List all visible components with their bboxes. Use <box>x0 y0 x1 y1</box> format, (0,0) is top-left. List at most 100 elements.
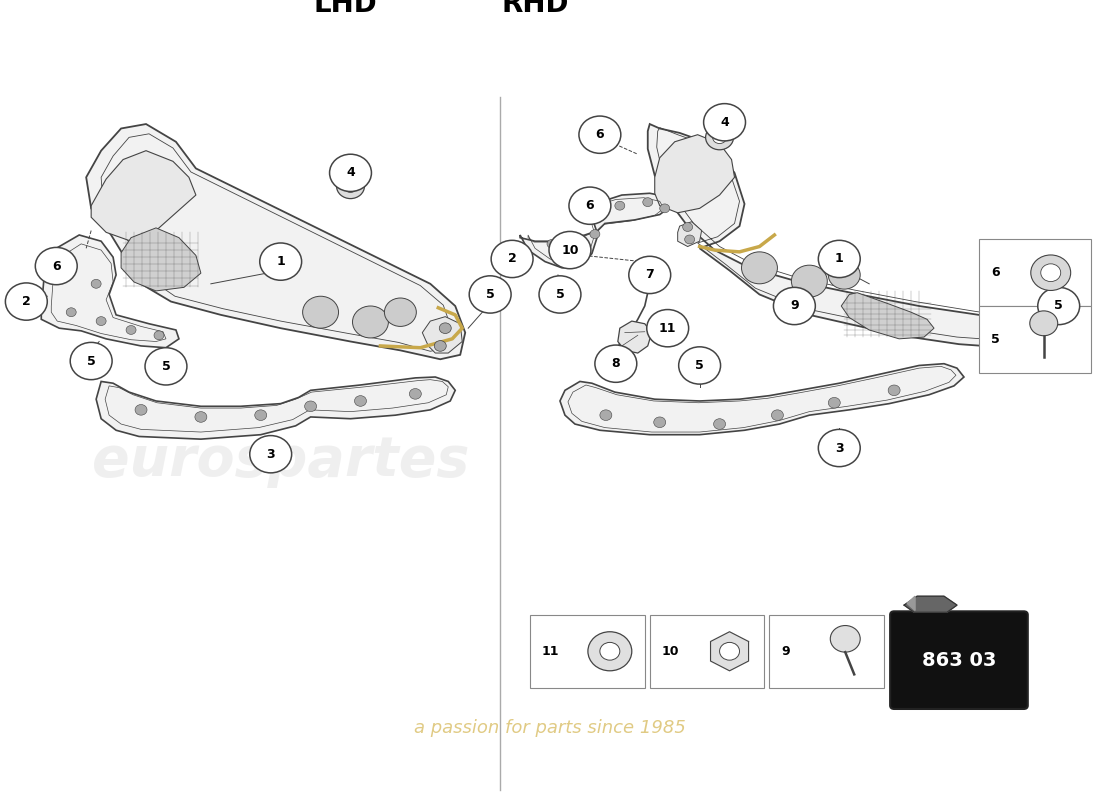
Circle shape <box>660 204 670 213</box>
Text: 2: 2 <box>22 295 31 308</box>
Polygon shape <box>520 194 672 268</box>
Circle shape <box>539 276 581 313</box>
Circle shape <box>828 261 860 289</box>
Circle shape <box>250 435 292 473</box>
Circle shape <box>354 396 366 406</box>
Text: 6: 6 <box>585 199 594 212</box>
Circle shape <box>818 240 860 278</box>
Text: 5: 5 <box>556 288 564 301</box>
Polygon shape <box>678 222 702 246</box>
Text: 2: 2 <box>508 253 517 266</box>
Text: 11: 11 <box>659 322 676 334</box>
Polygon shape <box>904 596 957 612</box>
Polygon shape <box>648 124 1048 348</box>
Text: 5: 5 <box>1054 299 1063 313</box>
Circle shape <box>741 252 778 284</box>
FancyBboxPatch shape <box>530 615 645 688</box>
Circle shape <box>195 412 207 422</box>
FancyBboxPatch shape <box>979 239 1090 306</box>
Polygon shape <box>91 150 196 242</box>
Circle shape <box>1031 255 1070 290</box>
Circle shape <box>547 239 557 248</box>
Text: 10: 10 <box>662 645 679 658</box>
Circle shape <box>66 262 76 270</box>
Text: 5: 5 <box>486 288 495 301</box>
Text: RHD: RHD <box>502 0 569 18</box>
Circle shape <box>828 398 840 408</box>
Circle shape <box>6 283 47 320</box>
Polygon shape <box>842 293 934 339</box>
Circle shape <box>1037 287 1080 325</box>
Circle shape <box>569 187 611 224</box>
Polygon shape <box>96 377 455 439</box>
Circle shape <box>154 331 164 340</box>
Circle shape <box>587 632 631 670</box>
Polygon shape <box>86 124 465 359</box>
Text: eurospartes: eurospartes <box>92 434 470 488</box>
Circle shape <box>773 287 815 325</box>
Circle shape <box>590 230 600 238</box>
Polygon shape <box>654 134 735 213</box>
Circle shape <box>434 341 447 351</box>
Text: 5: 5 <box>991 333 1000 346</box>
Polygon shape <box>121 228 201 291</box>
Circle shape <box>683 222 693 231</box>
Text: 1: 1 <box>276 255 285 268</box>
Circle shape <box>96 317 106 326</box>
Circle shape <box>679 347 721 384</box>
Circle shape <box>600 410 612 421</box>
Text: 863 03: 863 03 <box>922 650 997 670</box>
Circle shape <box>818 430 860 466</box>
Circle shape <box>830 626 860 652</box>
Circle shape <box>1030 311 1058 336</box>
Circle shape <box>1041 264 1060 282</box>
Polygon shape <box>422 317 462 353</box>
Circle shape <box>549 231 591 269</box>
Circle shape <box>343 180 358 192</box>
Circle shape <box>704 104 746 141</box>
Text: 9: 9 <box>781 645 790 658</box>
Circle shape <box>302 296 339 328</box>
Text: 5: 5 <box>162 360 170 373</box>
Circle shape <box>337 174 364 198</box>
Circle shape <box>647 310 689 347</box>
Text: 5: 5 <box>87 354 96 367</box>
Polygon shape <box>618 321 651 353</box>
Circle shape <box>305 401 317 412</box>
Circle shape <box>600 642 619 660</box>
Polygon shape <box>560 364 964 434</box>
Text: 9: 9 <box>790 299 799 313</box>
Text: 6: 6 <box>52 259 60 273</box>
Circle shape <box>145 348 187 385</box>
Text: 10: 10 <box>561 243 579 257</box>
Text: 6: 6 <box>991 266 1000 279</box>
Polygon shape <box>908 596 915 610</box>
Text: 3: 3 <box>266 448 275 461</box>
Text: 1: 1 <box>835 253 844 266</box>
Circle shape <box>135 405 147 415</box>
FancyBboxPatch shape <box>890 611 1027 709</box>
Circle shape <box>470 276 512 313</box>
Circle shape <box>66 308 76 317</box>
Circle shape <box>791 265 827 297</box>
Text: 4: 4 <box>346 166 355 179</box>
Circle shape <box>595 345 637 382</box>
Circle shape <box>714 418 726 430</box>
Circle shape <box>719 642 739 660</box>
Circle shape <box>615 202 625 210</box>
Circle shape <box>126 326 136 334</box>
Text: 6: 6 <box>595 128 604 141</box>
Text: 8: 8 <box>612 357 620 370</box>
FancyBboxPatch shape <box>979 306 1090 373</box>
Text: 7: 7 <box>646 269 654 282</box>
Circle shape <box>384 298 416 326</box>
Circle shape <box>260 243 301 280</box>
Polygon shape <box>711 632 748 670</box>
Text: 4: 4 <box>720 116 729 129</box>
Circle shape <box>713 131 727 143</box>
Circle shape <box>642 198 652 206</box>
Circle shape <box>771 410 783 421</box>
Circle shape <box>352 306 388 338</box>
Circle shape <box>439 323 451 334</box>
Circle shape <box>684 235 694 244</box>
